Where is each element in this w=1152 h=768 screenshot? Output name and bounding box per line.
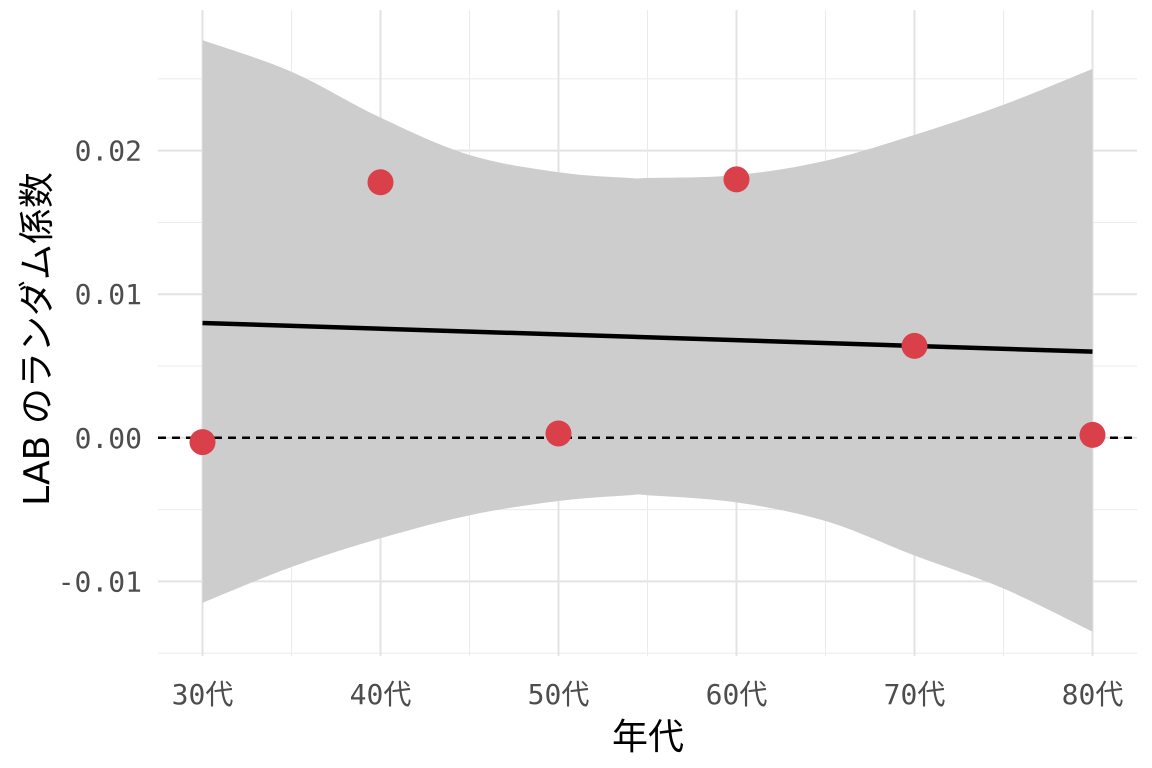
x-tick-label: 40代 [350,678,412,711]
data-point [545,420,572,447]
data-point [189,429,216,456]
data-point [367,169,394,196]
y-tick-label: 0.00 [75,422,142,455]
x-tick-label: 70代 [884,678,946,711]
x-tick-label: 50代 [528,678,590,711]
y-tick-label: -0.01 [58,565,142,598]
data-point [901,332,928,359]
fit-line [202,320,1093,354]
x-tick-label: 60代 [706,678,768,711]
data-point [723,166,750,193]
tick-labels-layer: -0.01 0.00 0.01 0.02 30代 40代 50代 60代 70代 80代 [58,135,1124,711]
x-axis-title: 年代 [612,717,684,758]
x-tick-label: 80代 [1062,678,1124,711]
y-tick-label: 0.02 [75,135,142,168]
y-tick-label: 0.01 [75,278,142,311]
x-tick-label: 30代 [172,678,234,711]
data-point [1079,421,1106,448]
fit-line-layer [202,320,1093,354]
data-points-layer [189,166,1106,456]
y-axis-title: LAB のランダム係数 [17,172,58,506]
